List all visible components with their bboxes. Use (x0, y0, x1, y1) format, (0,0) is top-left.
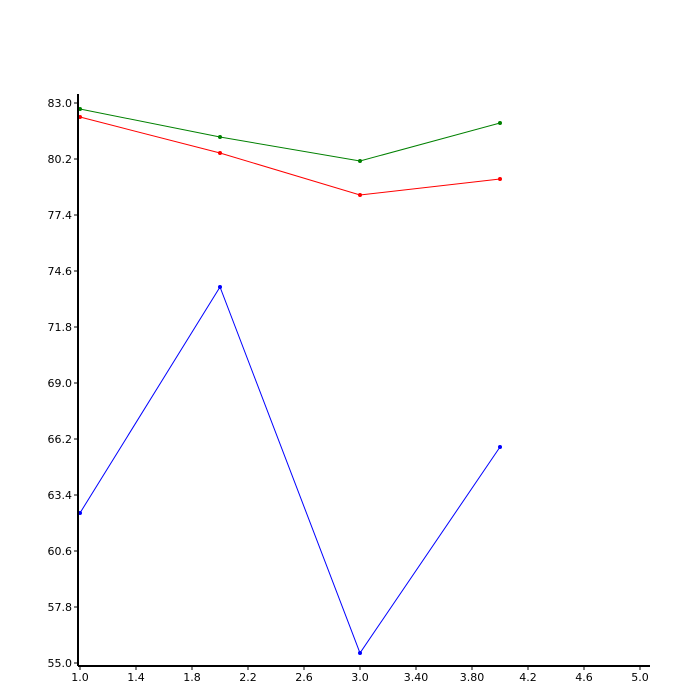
x-tick-label: 2.6 (295, 671, 313, 684)
y-tick-label: 74.6 (48, 265, 73, 278)
x-tick-label: 3.80 (460, 671, 485, 684)
y-tick-label: 71.8 (48, 321, 73, 334)
y-tick-label: 66.2 (48, 433, 73, 446)
y-tick-label: 63.4 (48, 489, 73, 502)
y-tick-label: 55.0 (48, 657, 73, 670)
y-tick-label: 83.0 (48, 97, 73, 110)
y-tick-label: 57.8 (48, 601, 73, 614)
y-axis-ticks: 55.0 57.8 60.6 63.4 66.2 69.0 71.8 74.6 77.4 80.2… (48, 97, 78, 670)
x-tick-label: 3.40 (404, 671, 429, 684)
series-line (79, 116, 501, 196)
x-axis-ticks: 1.0 1.4 1.8 2.2 2.6 3.0 3.40 3.80 4.2 4.6 5.0 (71, 666, 649, 684)
x-tick-label: 1.0 (71, 671, 89, 684)
data-point (358, 651, 362, 655)
series-3 (78, 285, 502, 655)
data-point (218, 151, 222, 155)
data-point (218, 135, 222, 139)
x-tick-label: 4.2 (519, 671, 537, 684)
series-line (79, 285, 501, 655)
x-tick-label: 5.0 (631, 671, 649, 684)
x-tick-label: 1.8 (183, 671, 201, 684)
series-line (79, 108, 501, 162)
data-point (358, 159, 362, 163)
data-point (498, 121, 502, 125)
x-tick-label: 1.4 (127, 671, 145, 684)
y-tick-label: 77.4 (48, 209, 73, 222)
series-2 (78, 115, 502, 197)
x-tick-label: 2.2 (239, 671, 257, 684)
data-point (358, 193, 362, 197)
x-tick-label: 4.6 (575, 671, 593, 684)
data-point (498, 445, 502, 449)
data-point (498, 177, 502, 181)
y-tick-label: 60.6 (48, 545, 73, 558)
data-point (218, 285, 222, 289)
y-tick-label: 69.0 (48, 377, 73, 390)
series-layer (78, 107, 502, 655)
y-tick-label: 80.2 (48, 153, 73, 166)
x-tick-label: 3.0 (351, 671, 369, 684)
series-1 (78, 107, 502, 163)
axes-layer (77, 94, 650, 667)
